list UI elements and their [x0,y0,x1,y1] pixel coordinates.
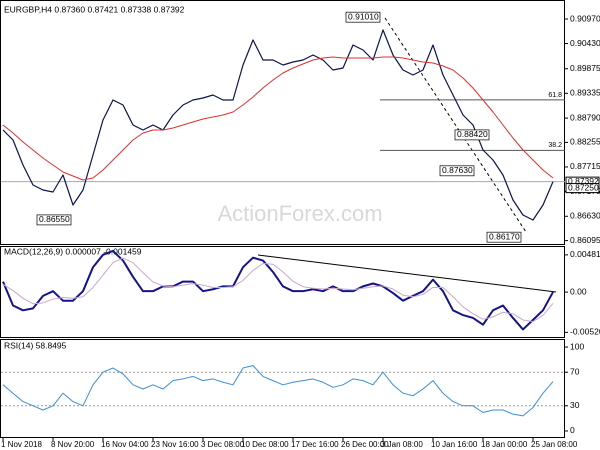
y-tick-label: 0.88790 [570,112,600,122]
x-tick-label: 10 Dec 08:00 [241,440,289,449]
annotation-label: 0.91010 [348,11,379,21]
series-line [2,365,554,417]
macd-panel [0,246,565,338]
x-tick-label: 23 Nov 16:00 [151,440,199,449]
x-tick-label: 18 Jan 00:00 [481,440,528,449]
x-tick-label: 26 Dec 00:00 [341,440,389,449]
y-tick-label: 30 [570,400,580,410]
fib-label: 38.2 [548,142,562,149]
annotation-label: 0.87630 [442,165,473,175]
annotation-label: 0.86170 [489,231,520,241]
y-tick-label: 0.00 [570,286,587,296]
price-tag-label: 0.87392 [568,176,599,186]
price-tag-label: 0.87250 [568,182,599,192]
y-tick-label: 100 [570,341,584,351]
x-tick-label: 16 Nov 04:00 [101,440,149,449]
macd-trendline [257,254,557,293]
annotation-box [454,129,490,141]
panel-title: RSI(14) 58.8495 [4,340,67,350]
watermark: ActionForex.com [217,201,382,226]
series-line [2,29,554,221]
y-tick-label: 0.90430 [570,38,600,48]
y-tick-label: 0.89335 [570,88,600,98]
y-tick-label: -0.005204 [570,327,600,337]
x-tick-label: 17 Dec 16:00 [291,440,339,449]
y-tick-label: 0.89875 [570,63,600,73]
y-tick-label: 0.004815 [570,249,600,259]
annotation-box [36,214,72,226]
fib-label: 61.8 [548,92,562,99]
series-line [2,249,554,331]
y-tick-label: 0.88255 [570,137,600,147]
price-panel [0,0,565,245]
y-tick-label: 0.90970 [570,13,600,23]
series-line [2,257,554,323]
annotation-box [345,11,381,23]
price-tag [565,183,600,194]
x-tick-label: 25 Jan 08:00 [531,440,578,449]
x-tick-label: 8 Nov 20:00 [51,440,95,449]
x-tick-label: 10 Jan 16:00 [431,440,478,449]
y-tick-label: 0.86630 [570,211,600,221]
y-tick-label: 0 [570,425,575,435]
annotation-box [486,231,522,243]
y-tick-label: 0.86095 [570,235,600,245]
x-tick-label: 3 Dec 08:00 [201,440,245,449]
annotation-label: 0.86550 [39,214,70,224]
annotation-box [439,165,475,177]
x-tick-label: 3 Jan 08:00 [381,440,423,449]
rsi-panel [0,339,565,438]
annotation-label: 0.88420 [457,129,488,139]
trendline [384,17,527,233]
panel-title: MACD(12,26,9) 0.000007 -0.001459 [4,246,142,256]
x-tick-label: 1 Nov 2018 [1,440,42,449]
y-tick-label: 70 [570,366,580,376]
y-tick-label: 0.87715 [570,161,600,171]
series-line [2,56,554,181]
panel-title: EURGBP,H4 0.87360 0.87421 0.87338 0.8739… [4,4,185,14]
